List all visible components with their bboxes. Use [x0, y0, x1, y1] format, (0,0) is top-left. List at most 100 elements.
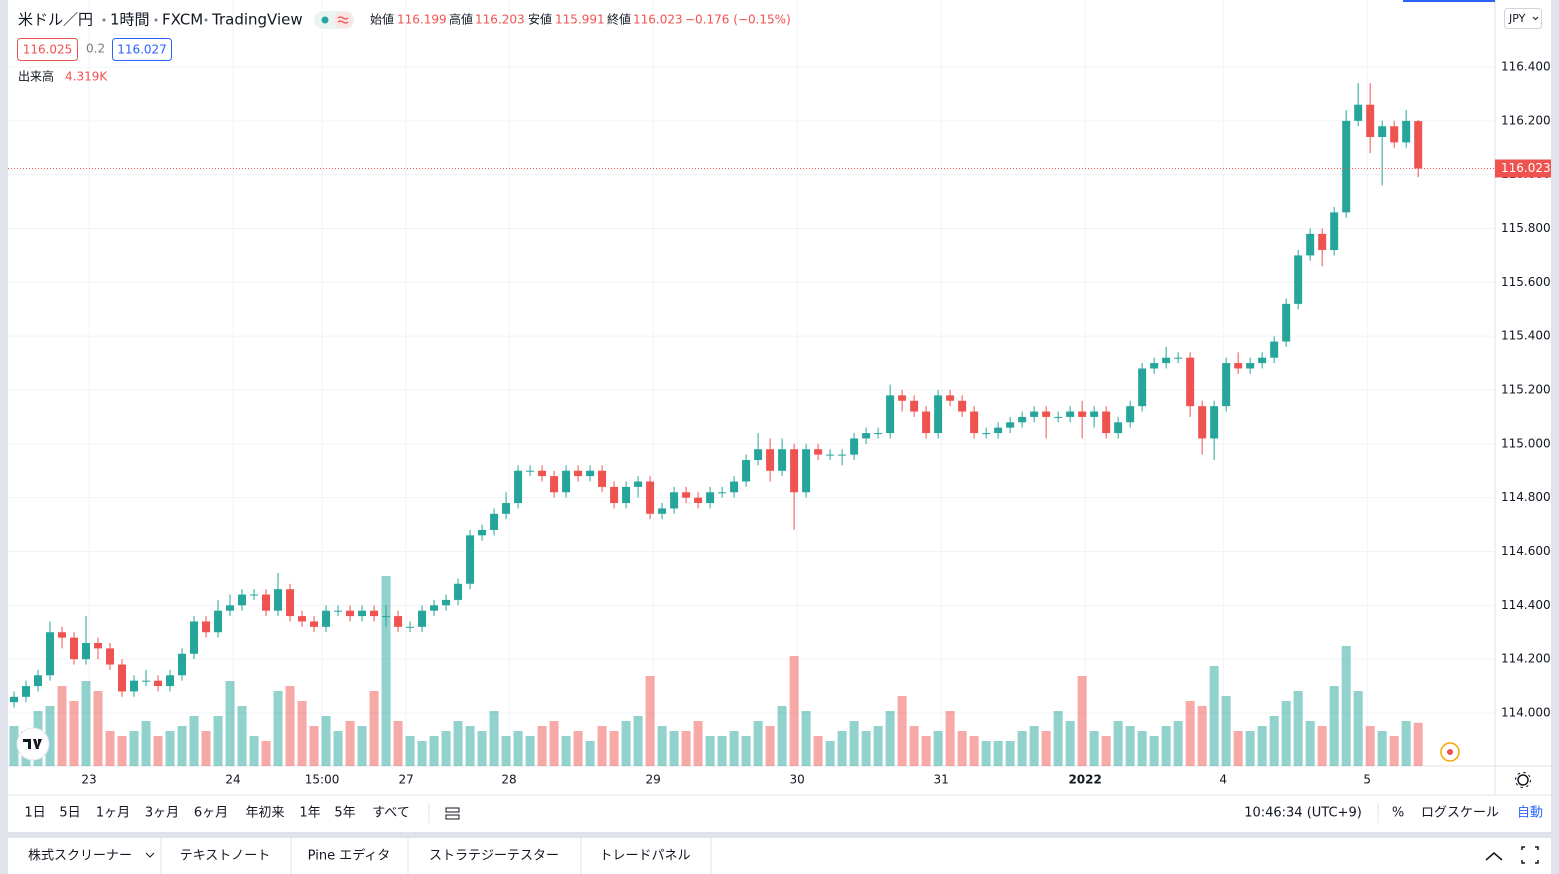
volume-bar: [1005, 741, 1015, 766]
candle-body: [1054, 416, 1063, 418]
volume-bar: [657, 726, 667, 766]
volume-bar: [117, 736, 127, 766]
volume-bar: [1017, 731, 1027, 766]
volume-bar: [1029, 726, 1039, 766]
candle-body: [646, 481, 655, 514]
range-button[interactable]: 5日: [59, 806, 80, 821]
candle-body: [502, 503, 511, 514]
y-tick-label: 114.200: [1501, 652, 1551, 666]
volume-bar: [777, 706, 787, 766]
volume-bar: [9, 726, 19, 766]
range-button[interactable]: 3ヶ月: [145, 806, 179, 821]
range-button[interactable]: 年初来: [245, 806, 284, 821]
panel-tab[interactable]: ストラテジーテスター: [429, 849, 559, 864]
candle-body: [490, 513, 499, 530]
market-open-dot: [321, 16, 329, 24]
candle-body: [742, 459, 751, 482]
candle-body: [586, 470, 595, 477]
volume-bar: [1365, 726, 1375, 766]
ohlc-value: 116.023: [633, 13, 683, 27]
volume-bar: [369, 691, 379, 766]
volume-bar: [237, 706, 247, 766]
volume-bar: [1125, 726, 1135, 766]
bid: 116.025: [23, 43, 73, 57]
y-tick-label: 116.200: [1501, 113, 1551, 127]
range-button[interactable]: 1年: [299, 806, 320, 821]
candle-body: [94, 642, 103, 649]
volume-value: 4.319K: [65, 70, 108, 84]
candle-body: [22, 686, 31, 697]
candle-body: [46, 632, 55, 676]
candle-body: [1390, 126, 1399, 143]
candle-body: [862, 433, 871, 439]
candle-body: [622, 486, 631, 504]
sep-dot: [102, 18, 106, 22]
candle-body: [250, 594, 259, 596]
volume-bar: [1293, 691, 1303, 766]
maximize-button[interactable]: [1521, 846, 1539, 864]
range-button[interactable]: 1ヶ月: [96, 806, 130, 821]
volume-bar: [405, 736, 415, 766]
candle-body: [274, 589, 283, 611]
candle-body: [922, 411, 931, 434]
candle-body: [430, 605, 439, 611]
candle-body: [754, 449, 763, 460]
percent-toggle[interactable]: %: [1392, 806, 1404, 821]
volume-bar: [801, 711, 811, 766]
candle-body: [1114, 422, 1123, 434]
volume-bar: [1245, 731, 1255, 766]
volume-bar: [141, 721, 151, 766]
panel-tab[interactable]: 株式スクリーナー: [28, 849, 132, 864]
candle-body: [202, 621, 211, 633]
volume-bar: [249, 736, 259, 766]
candle-body: [730, 481, 739, 493]
volume-bar: [213, 716, 223, 766]
tv-logo[interactable]: [16, 727, 50, 761]
volume-bar: [225, 681, 235, 766]
sep-dot: [204, 18, 208, 22]
log-toggle[interactable]: ログスケール: [1421, 806, 1499, 821]
volume-bar: [321, 716, 331, 766]
volume-bar: [585, 741, 595, 766]
volume-bar: [441, 731, 451, 766]
candle-body: [538, 470, 547, 477]
volume-bar: [705, 736, 715, 766]
chevron: [1532, 16, 1539, 21]
panel-tab[interactable]: トレードパネル: [599, 849, 690, 864]
range-button[interactable]: 6ヶ月: [194, 806, 228, 821]
volume-bar: [1173, 721, 1183, 766]
candle-body: [634, 481, 643, 487]
range-button[interactable]: すべて: [372, 806, 410, 821]
volume-bar: [741, 736, 751, 766]
auto-toggle[interactable]: 自動: [1517, 806, 1543, 821]
currency-button[interactable]: [1504, 8, 1542, 29]
candle-body: [778, 449, 787, 471]
currency: JPY: [1508, 12, 1526, 25]
range-button[interactable]: 5年: [334, 806, 355, 821]
volume-bar: [609, 731, 619, 766]
range-button[interactable]: 1日: [24, 806, 45, 821]
volume-bar: [1065, 721, 1075, 766]
candle-body: [1282, 303, 1291, 342]
interval: 1時間: [110, 11, 150, 29]
y-tick-label: 115.800: [1501, 221, 1551, 235]
settings-icon[interactable]: [1515, 772, 1531, 788]
chevron: [145, 852, 155, 858]
sell-button[interactable]: [17, 38, 78, 61]
buy-button[interactable]: [112, 38, 172, 61]
volume-bar: [1401, 721, 1411, 766]
volume-bar: [873, 726, 883, 766]
panel-tab[interactable]: Pine エディタ: [308, 848, 391, 864]
candle-body: [1246, 363, 1255, 369]
candle-body: [478, 529, 487, 536]
date-range-icon[interactable]: [445, 807, 460, 820]
collapse-button[interactable]: [1485, 852, 1503, 861]
source: TradingView: [211, 11, 303, 29]
volume-bar: [765, 726, 775, 766]
candle-body: [1270, 341, 1279, 358]
x-tick-label: 28: [501, 773, 516, 787]
panel-tab[interactable]: テキストノート: [180, 849, 271, 864]
candle-body: [1402, 120, 1411, 143]
x-tick-label: 23: [81, 773, 96, 787]
